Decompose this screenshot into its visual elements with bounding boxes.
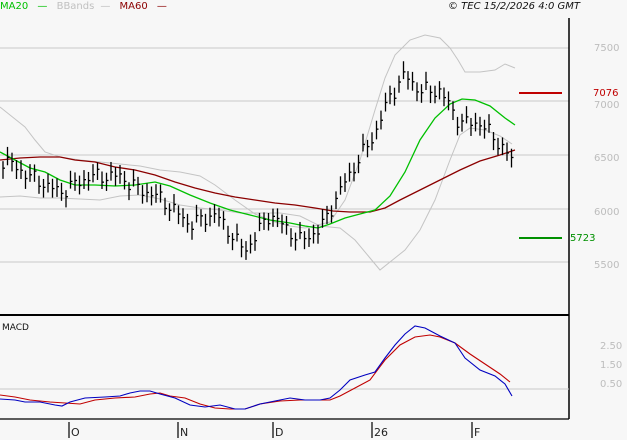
x-tick-feb: F — [474, 426, 481, 439]
price-tick-6500: 6500 — [594, 153, 620, 164]
price-tick-7500: 7500 — [594, 43, 620, 54]
resistance-label: 7076 — [593, 88, 619, 99]
support-label: 5723 — [570, 233, 596, 244]
x-tick-nov: N — [180, 426, 189, 439]
macd-title: MACD — [2, 323, 29, 333]
ma60-line — [0, 149, 516, 213]
bollinger-bands — [0, 34, 516, 271]
x-tick-dec: D — [275, 426, 284, 439]
legend: MA20 — BBands — MA60 — — [0, 1, 173, 12]
legend-bbands: BBands — — [56, 1, 111, 12]
x-axis-ticks — [68, 422, 473, 438]
legend-ma20: MA20 — — [0, 1, 48, 12]
price-gridlines — [0, 47, 569, 263]
macd-tick-050: 0.50 — [600, 379, 623, 390]
macd-line — [0, 325, 513, 410]
x-tick-2026: 26 — [374, 426, 388, 439]
macd-tick-150: 1.50 — [600, 360, 623, 371]
price-tick-5500: 5500 — [594, 260, 620, 271]
price-tick-7000: 7000 — [594, 100, 620, 111]
macd-signal-line — [0, 334, 511, 410]
ohlc-bars — [2, 61, 514, 260]
x-tick-oct: O — [71, 426, 80, 439]
ma20-line — [0, 98, 516, 229]
price-tick-6000: 6000 — [594, 207, 620, 218]
macd-tick-250: 2.50 — [600, 341, 623, 352]
legend-ma60: MA60 — — [119, 1, 167, 12]
copyright-timestamp: © TEC 15/2/2026 4:0 GMT — [448, 1, 580, 12]
